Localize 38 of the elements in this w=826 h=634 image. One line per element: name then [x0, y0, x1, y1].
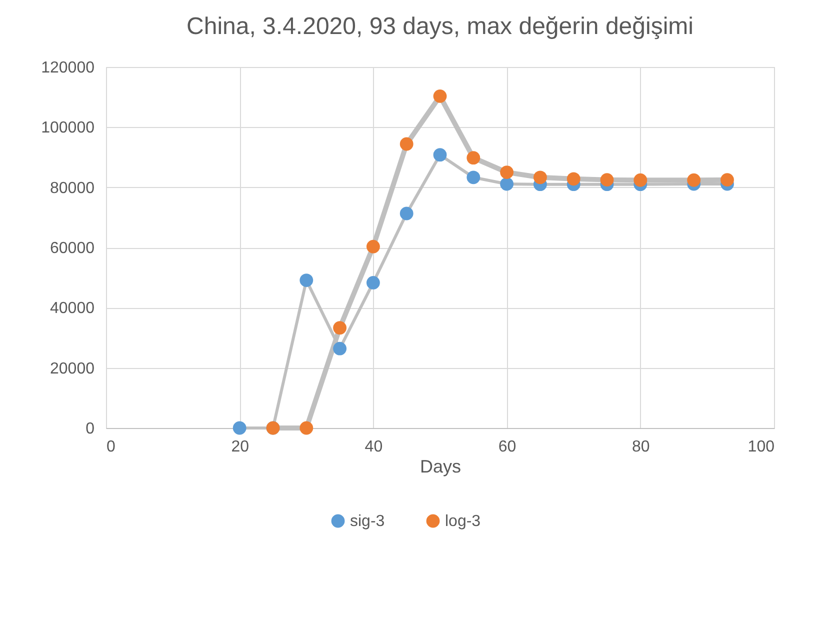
point [232, 421, 246, 435]
point [333, 321, 347, 335]
x-tick-label: 60 [498, 438, 516, 456]
point [466, 151, 480, 165]
x-axis-title: Days [420, 456, 462, 476]
point [466, 170, 480, 184]
y-tick-label: 40000 [50, 300, 95, 318]
y-tick-label: 20000 [50, 360, 95, 378]
point [600, 173, 614, 187]
y-tick-label: 0 [86, 420, 95, 438]
x-tick-label: 20 [231, 438, 250, 456]
point [400, 137, 414, 151]
x-tick-label: 40 [364, 438, 383, 456]
x-tick-label: 0 [106, 438, 116, 456]
point [366, 240, 380, 254]
point [433, 89, 447, 103]
y-tick-label: 80000 [50, 180, 95, 197]
point [400, 206, 414, 220]
point [634, 173, 648, 187]
y-tick-label: 60000 [50, 240, 95, 257]
point [500, 177, 514, 191]
legend-label: log-3 [445, 513, 481, 530]
point [566, 172, 580, 186]
point [333, 342, 347, 356]
point [433, 148, 447, 162]
point [300, 274, 314, 287]
point [300, 421, 314, 435]
point [533, 170, 547, 184]
x-tick-label: 80 [632, 438, 650, 456]
point [366, 276, 380, 290]
point [720, 173, 734, 187]
point [500, 166, 514, 179]
legend-label: sig-3 [350, 513, 385, 530]
point [687, 173, 701, 187]
x-tick-label: 100 [748, 438, 775, 456]
chart-title: China, 3.4.2020, 93 days, max değerin değişimi [186, 13, 694, 40]
y-tick-label: 100000 [41, 120, 95, 137]
y-tick-label: 120000 [41, 60, 95, 76]
